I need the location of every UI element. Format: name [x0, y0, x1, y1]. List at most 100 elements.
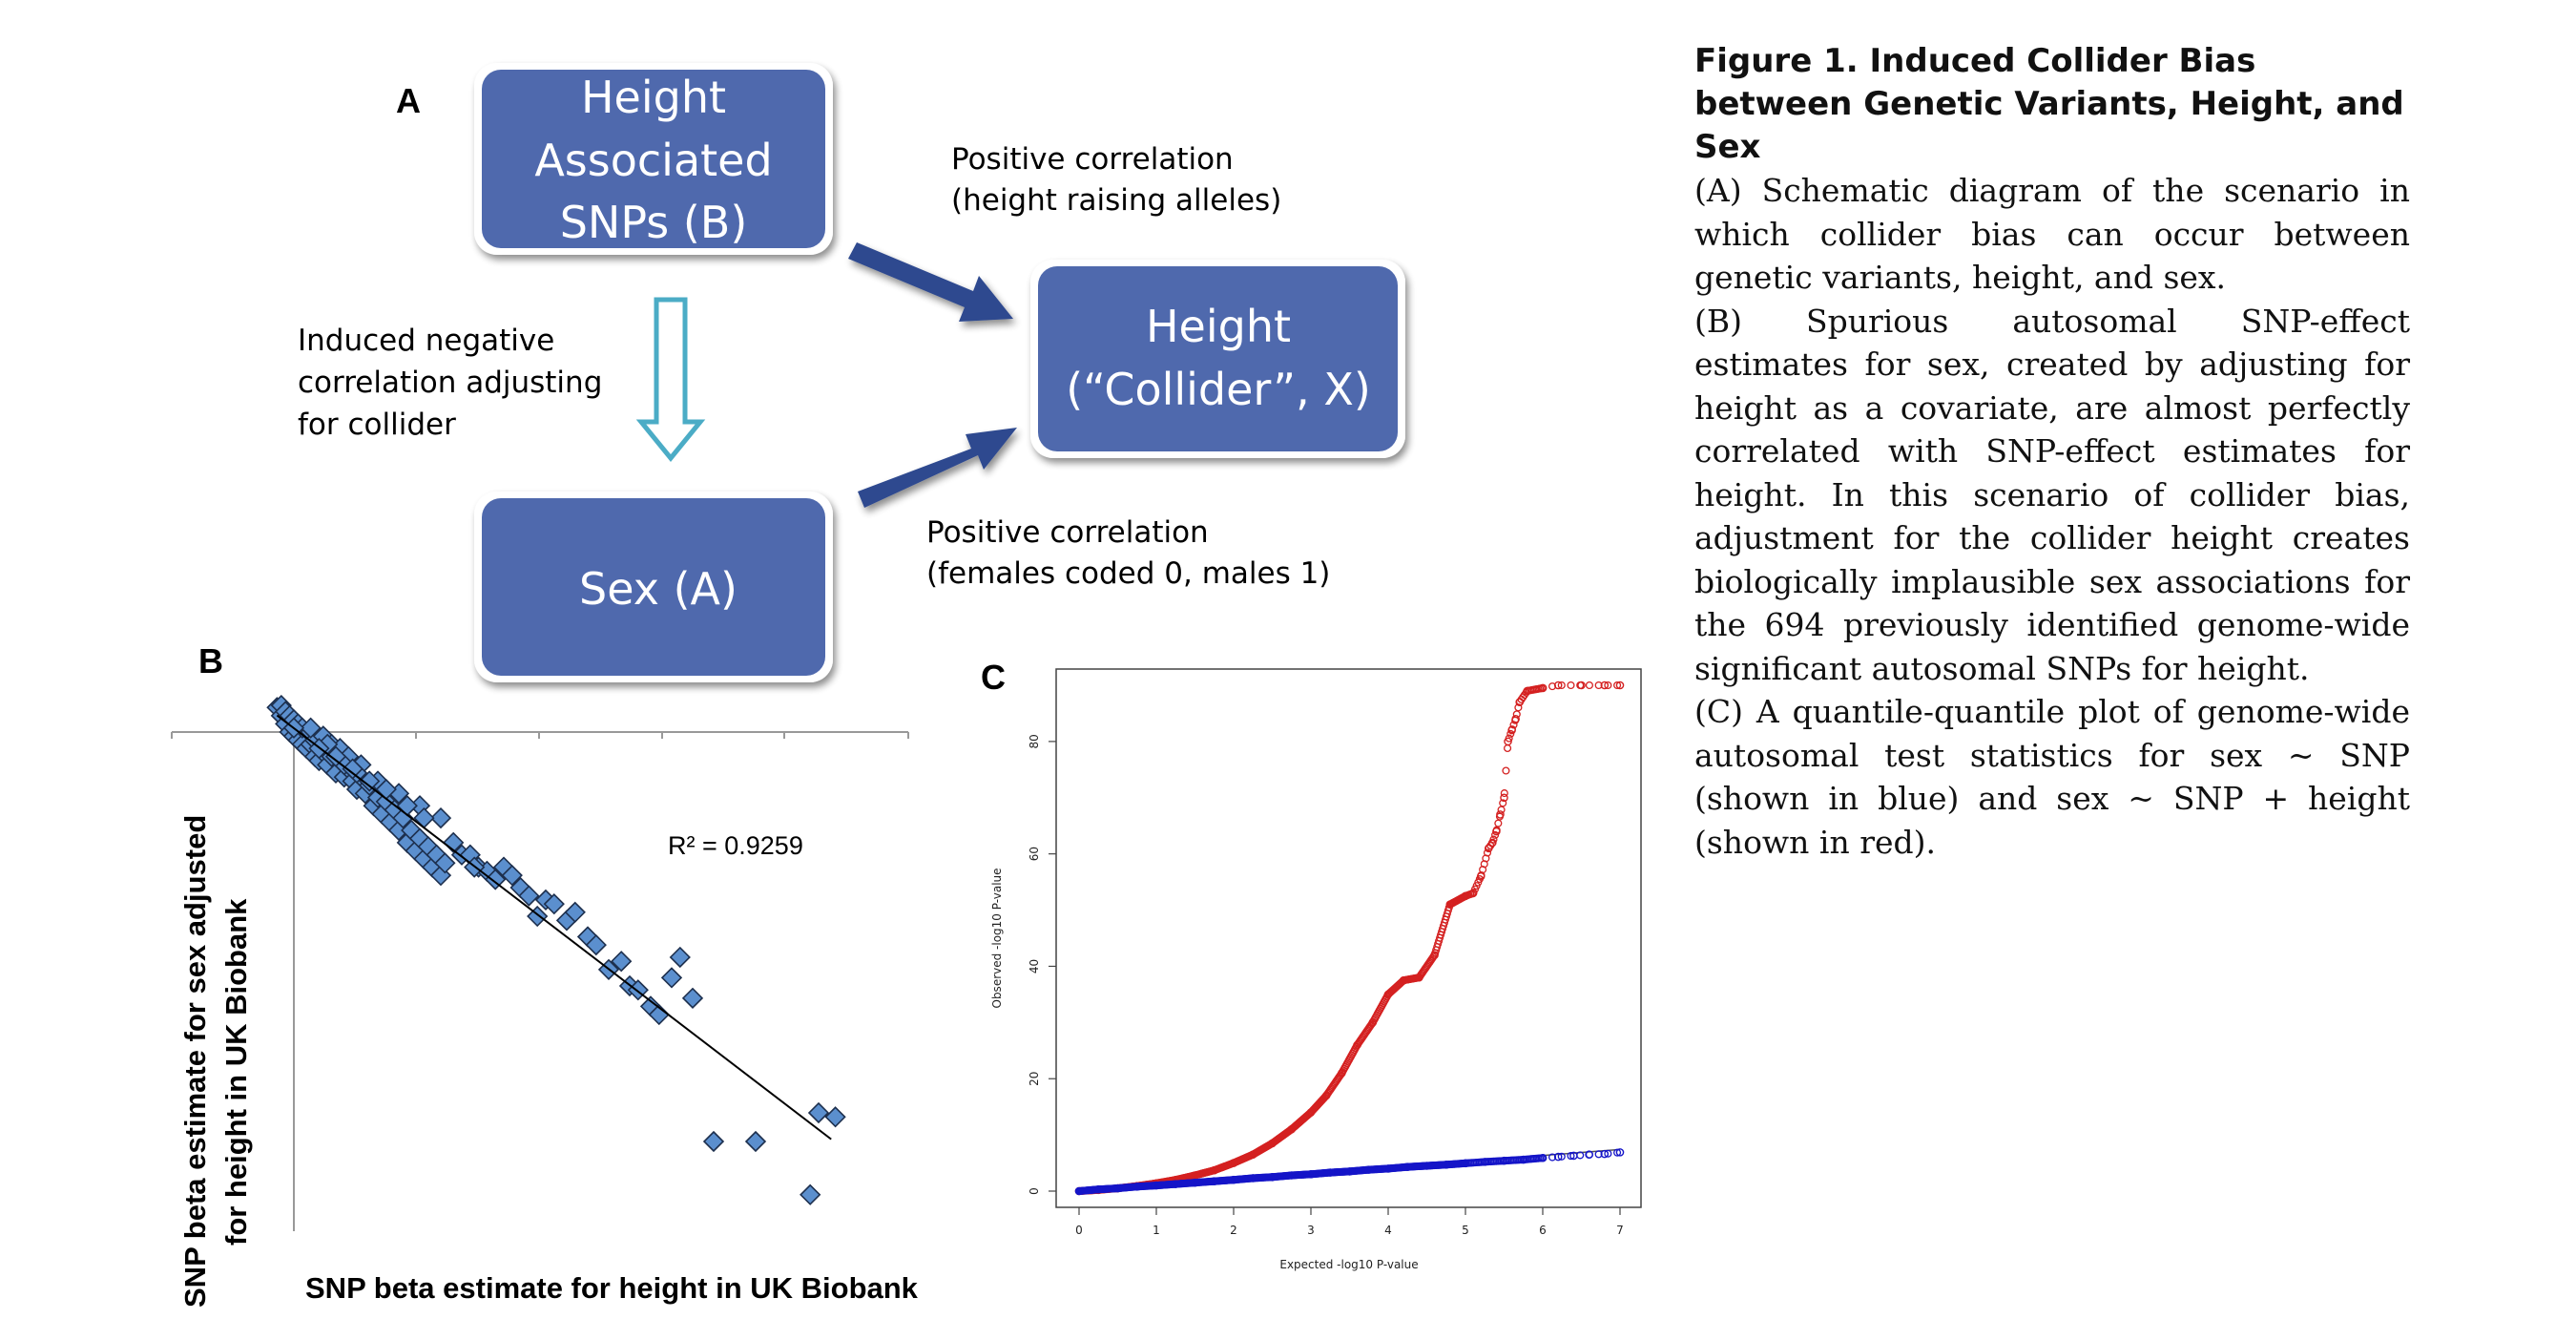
scatter-point-b — [501, 865, 523, 887]
scatter-point-b — [702, 1130, 725, 1153]
qq-point-blue — [1191, 1178, 1199, 1187]
qq-point-red — [1504, 743, 1512, 753]
scatter-point-b — [800, 1183, 821, 1205]
box-height-collider — [1030, 260, 1405, 458]
scatter-point-b — [429, 806, 452, 829]
panel-b-letter: B — [198, 641, 223, 680]
qq-point-red — [1600, 680, 1610, 690]
qq-point-blue — [1152, 1181, 1161, 1190]
qq-point-blue — [1074, 1186, 1084, 1196]
qq-point-blue — [1585, 1150, 1593, 1160]
qq-point-blue — [1113, 1183, 1122, 1193]
x-tick-label: 7 — [1616, 1224, 1624, 1237]
qq-point-red — [1229, 1159, 1238, 1167]
qq-point-blue — [1210, 1177, 1219, 1185]
qq-point-blue — [1287, 1171, 1297, 1180]
scatter-point-b — [543, 893, 565, 915]
arrow-induced-negative — [635, 297, 706, 462]
qq-point-red — [1515, 698, 1524, 706]
qq-point-blue — [1600, 1149, 1610, 1159]
qq-point-red — [1287, 1124, 1297, 1134]
box-collider-line-1: Height — [1146, 301, 1291, 352]
scatter-point-b — [824, 1106, 846, 1128]
caption-para-b: (B) Spurious autosomal SNP-effect estima… — [1694, 302, 2410, 687]
qq-point-red — [1429, 953, 1438, 961]
caption-title: Figure 1. Induced Collider Bias between … — [1694, 42, 2404, 166]
qq-point-red — [1494, 819, 1503, 827]
qq-point-red — [1338, 1069, 1346, 1078]
panel-b-scatter: B R² = 0.9259 SNP beta estimate for heig… — [171, 641, 919, 1308]
panel-a-letter: A — [396, 81, 421, 120]
label-positive-sex-2: (females coded 0, males 1) — [926, 556, 1330, 591]
scatter-point-b — [744, 1130, 767, 1153]
label-induced-3: for collider — [298, 408, 456, 442]
qq-point-blue — [1557, 1152, 1566, 1161]
scatter-point-b — [485, 869, 507, 890]
x-tick-label: 6 — [1539, 1224, 1547, 1237]
box-snps-line-3: SNPs (B) — [560, 197, 748, 248]
qq-point-red — [1500, 789, 1508, 798]
qq-point-red — [1567, 680, 1575, 690]
panel-c-x-label: Expected -log10 P-value — [1279, 1258, 1418, 1271]
qq-point-blue — [1569, 1151, 1578, 1161]
panel-c-series-sex-snp — [1074, 1148, 1625, 1196]
panel-c-qq-plot: C 0 1 2 3 4 5 6 7 0 20 40 60 80 Expected -log10 P-v… — [981, 658, 1642, 1271]
panel-a-diagram: A Height Associated SNPs (B) Height (“Co… — [298, 63, 1405, 682]
arrow-snps-to-height — [848, 242, 1013, 322]
x-tick-label: 1 — [1153, 1224, 1160, 1237]
panel-b-trendline — [276, 714, 832, 1141]
qq-point-red — [1502, 766, 1510, 775]
qq-point-red — [1512, 710, 1521, 719]
qq-point-red — [1430, 951, 1439, 959]
qq-point-blue — [1383, 1164, 1393, 1173]
qq-point-blue — [1548, 1153, 1557, 1162]
panel-b-r-squared: R² = 0.9259 — [668, 831, 803, 860]
scatter-point-b — [342, 758, 364, 780]
scatter-point-b — [359, 770, 381, 792]
panel-c-y-label: Observed -log10 P-value — [990, 868, 1004, 1008]
y-tick-label: 20 — [1028, 1072, 1041, 1086]
qq-point-blue — [1093, 1184, 1103, 1194]
qq-point-red — [1383, 990, 1393, 999]
qq-point-red — [1506, 729, 1515, 738]
qq-point-blue — [1604, 1149, 1612, 1158]
label-induced-2: correlation adjusting — [298, 366, 602, 400]
label-positive-sex-1: Positive correlation — [926, 515, 1209, 550]
qq-point-red — [1306, 1108, 1316, 1117]
panel-b-x-label: SNP beta estimate for height in UK Bioba… — [305, 1271, 919, 1305]
qq-point-blue — [1500, 1156, 1508, 1165]
y-tick-label: 60 — [1028, 847, 1041, 861]
box-snps-fill — [482, 70, 825, 248]
qq-point-red — [1548, 682, 1557, 691]
qq-point-blue — [1442, 1161, 1451, 1169]
qq-point-red — [1483, 848, 1492, 857]
qq-point-red — [1210, 1165, 1219, 1175]
qq-point-blue — [1345, 1167, 1354, 1176]
qq-point-blue — [1480, 1158, 1489, 1166]
qq-point-blue — [1567, 1152, 1575, 1161]
caption-para-c: (C) A quantile-quantile plot of genome-w… — [1694, 693, 2410, 861]
qq-point-red — [1492, 827, 1501, 836]
panel-c-frame — [1055, 668, 1642, 1208]
qq-point-blue — [1615, 1148, 1625, 1157]
qq-point-red — [1538, 683, 1548, 693]
panel-c-y-ticks: 0 20 40 60 80 — [1028, 734, 1056, 1195]
qq-point-red — [1415, 973, 1423, 982]
arrow-sex-to-height — [858, 428, 1017, 508]
x-tick-label: 3 — [1307, 1224, 1315, 1237]
qq-point-blue — [1268, 1172, 1277, 1182]
qq-point-red — [1497, 806, 1506, 814]
qq-point-red — [1476, 871, 1485, 881]
panel-b-points — [266, 694, 846, 1205]
label-induced-1: Induced negative — [298, 324, 554, 358]
box-height-snps — [474, 63, 833, 255]
box-sex-label: Sex (A) — [579, 563, 737, 615]
panel-c-x-ticks: 0 1 2 3 4 5 6 7 — [1075, 1207, 1624, 1237]
qq-point-blue — [1519, 1155, 1528, 1164]
qq-point-blue — [1461, 1159, 1470, 1168]
qq-point-red — [1445, 900, 1455, 909]
qq-point-blue — [1553, 1152, 1563, 1162]
qq-point-red — [1577, 680, 1586, 690]
qq-point-red — [1268, 1139, 1277, 1148]
qq-point-red — [1491, 830, 1500, 839]
